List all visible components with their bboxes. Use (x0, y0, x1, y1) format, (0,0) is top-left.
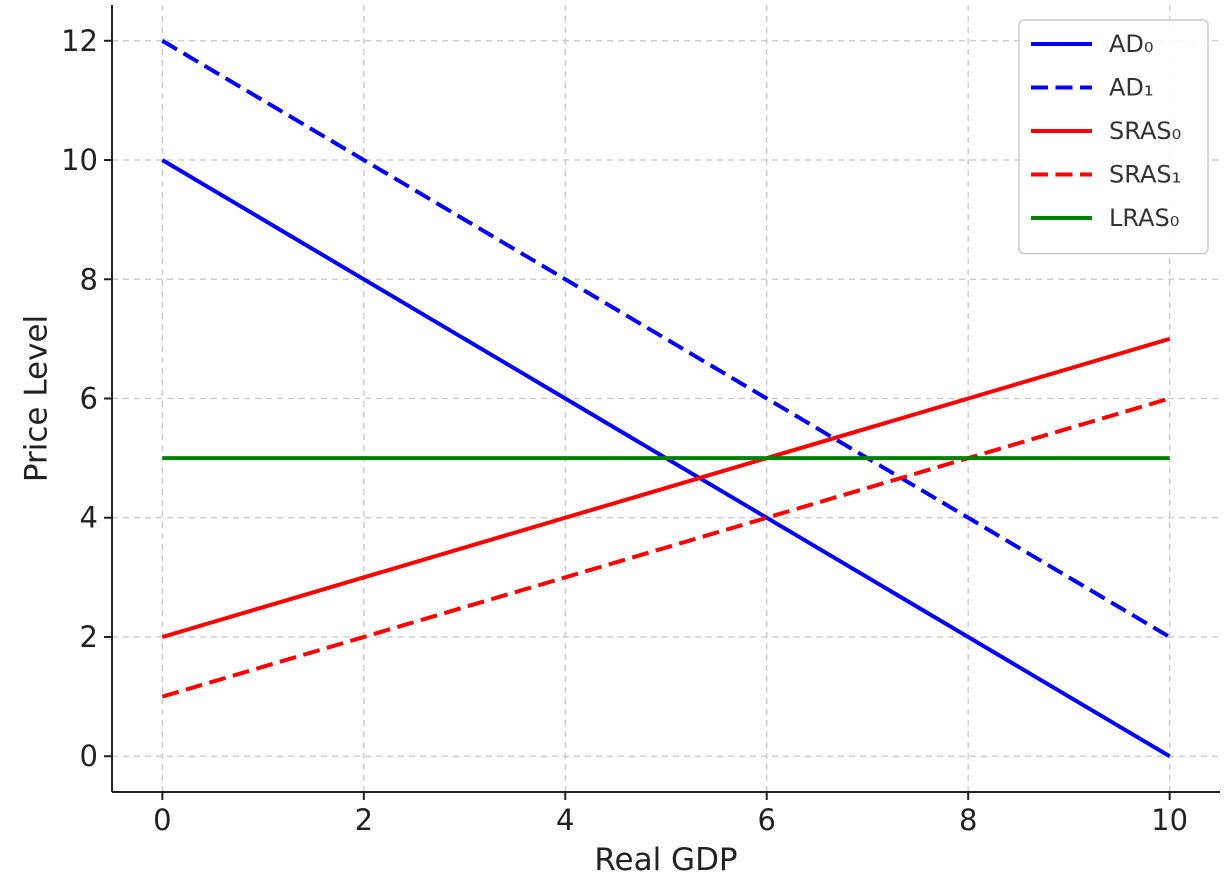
y-tick-label: 10 (61, 143, 98, 177)
series-lines (161, 39, 1171, 758)
legend-box (1018, 19, 1209, 255)
y-tick-label: 6 (80, 382, 98, 416)
legend-label: AD₁ (1109, 74, 1154, 102)
y-axis-ticks: 0 2 4 6 8 10 12 (61, 24, 112, 773)
grid (112, 5, 1220, 792)
legend-label: SRAS₁ (1109, 161, 1181, 189)
y-tick-label: 12 (61, 24, 98, 58)
x-axis-label: Real GDP (594, 842, 737, 878)
x-tick-label: 2 (355, 803, 373, 837)
series-line (161, 396, 1171, 699)
y-axis-label: Price Level (19, 315, 55, 482)
x-tick-label: 10 (1151, 803, 1188, 837)
legend-label: LRAS₀ (1109, 204, 1179, 232)
x-tick-label: 8 (959, 803, 977, 837)
x-tick-label: 0 (153, 803, 171, 837)
legend-label: AD₀ (1109, 30, 1154, 58)
x-tick-label: 6 (758, 803, 776, 837)
y-tick-label: 2 (80, 620, 98, 654)
legend-label: SRAS₀ (1109, 117, 1181, 145)
x-axis-ticks: 0 2 4 6 8 10 (153, 792, 1188, 837)
y-tick-label: 8 (80, 262, 98, 296)
legend: AD₀ AD₁ SRAS₀ SRAS₁ LRAS₀ (1018, 19, 1209, 255)
y-tick-label: 4 (80, 501, 98, 535)
x-tick-label: 4 (556, 803, 574, 837)
y-tick-label: 0 (80, 739, 98, 773)
series-line (161, 336, 1171, 639)
